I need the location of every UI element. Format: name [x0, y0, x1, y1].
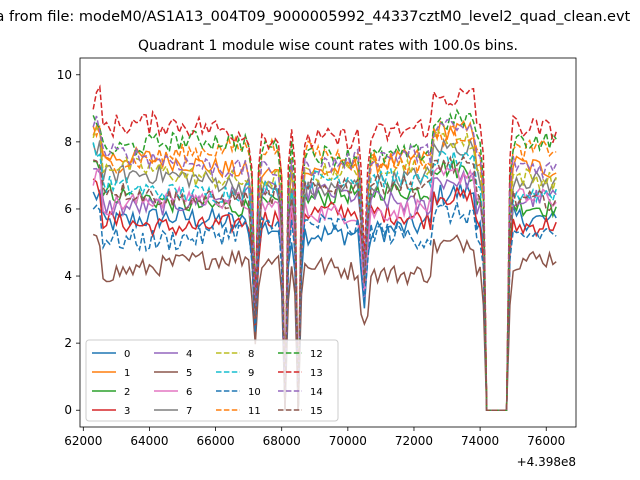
y-tick-label: 6 — [64, 202, 72, 216]
y-tick-label: 4 — [64, 269, 72, 283]
axes-frame — [79, 57, 577, 428]
legend-label-1: 1 — [124, 368, 130, 379]
legend-label-7: 7 — [186, 406, 192, 417]
legend-label-2: 2 — [124, 387, 130, 398]
x-offset-label: +4.398e8 — [517, 455, 576, 469]
y-tick-label: 0 — [64, 403, 72, 417]
x-tick-label: 64000 — [130, 434, 168, 448]
x-tick-label: 76000 — [527, 434, 565, 448]
legend-label-6: 6 — [186, 387, 192, 398]
legend-label-13: 13 — [310, 368, 323, 379]
y-axis: 0 2 4 6 8 10 — [57, 68, 80, 417]
legend-label-8: 8 — [248, 349, 254, 360]
legend-label-0: 0 — [124, 349, 130, 360]
chart-title: Quadrant 1 module wise count rates with … — [138, 38, 518, 54]
series-line-12 — [92, 108, 557, 411]
x-tick-label: 62000 — [64, 434, 102, 448]
legend-label-3: 3 — [124, 406, 130, 417]
series-line-5 — [92, 233, 557, 411]
legend-label-9: 9 — [248, 368, 254, 379]
x-tick-label: 74000 — [461, 434, 499, 448]
legend-label-5: 5 — [186, 368, 192, 379]
legend-label-14: 14 — [310, 387, 323, 398]
x-tick-label: 68000 — [263, 434, 301, 448]
chart-suptitle: Data from file: modeM0/AS1A13_004T09_900… — [0, 9, 631, 25]
series-line-9 — [92, 142, 557, 411]
series-line-1 — [92, 119, 557, 411]
legend-label-4: 4 — [186, 349, 192, 360]
legend-label-12: 12 — [310, 349, 323, 360]
x-tick-label: 66000 — [196, 434, 234, 448]
series-line-10 — [92, 202, 557, 411]
x-tick-label: 72000 — [395, 434, 433, 448]
legend-box — [85, 339, 339, 422]
series-line-13 — [92, 84, 557, 411]
y-tick-label: 2 — [64, 336, 72, 350]
series-line-15 — [92, 155, 557, 411]
series-line-3 — [92, 178, 557, 411]
x-axis: 62000 64000 66000 68000 70000 72000 74000 76000 — [64, 427, 565, 448]
series-line-7 — [92, 137, 557, 411]
legend-label-11: 11 — [248, 406, 261, 417]
plot-area — [92, 84, 557, 411]
legend-label-10: 10 — [248, 387, 261, 398]
y-tick-label: 10 — [57, 68, 72, 82]
x-tick-label: 70000 — [329, 434, 367, 448]
series-line-14 — [92, 115, 557, 411]
y-tick-label: 8 — [64, 135, 72, 149]
series-line-11 — [92, 124, 557, 411]
legend-label-15: 15 — [310, 406, 323, 417]
series-line-8 — [92, 126, 557, 411]
